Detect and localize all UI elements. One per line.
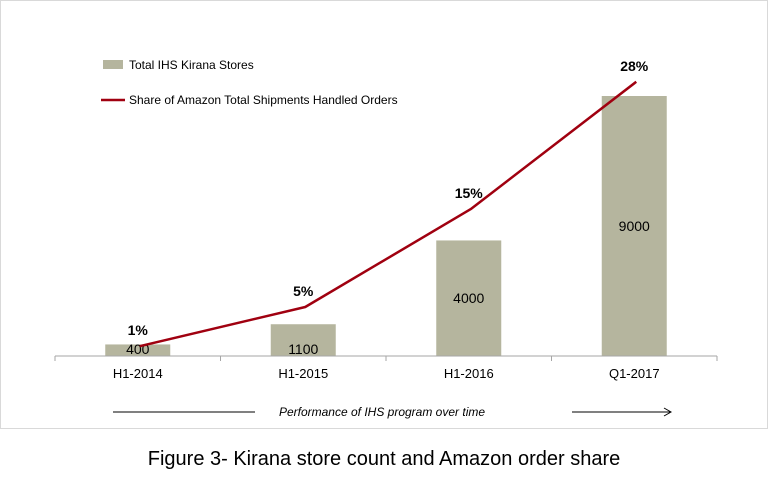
legend: Total IHS Kirana Stores Share of Amazon … — [101, 58, 398, 107]
line-value-label: 28% — [620, 58, 649, 74]
line-value-label: 1% — [128, 322, 149, 338]
bar-data-labels: 400 1100 4000 9000 — [126, 218, 650, 357]
bar — [601, 96, 667, 356]
category-label: H1-2016 — [444, 366, 494, 381]
timeline-arrowhead — [663, 407, 673, 417]
bar-value-label: 9000 — [619, 218, 650, 234]
legend-label-bar: Total IHS Kirana Stores — [129, 58, 254, 72]
category-label: Q1-2017 — [609, 366, 660, 381]
timeline-annotation: Performance of IHS program over time — [113, 405, 673, 419]
chart: H1-2014 H1-2015 H1-2016 Q1-2017 400 1100 4000… — [0, 0, 768, 429]
line-value-label: 5% — [293, 283, 314, 299]
legend-swatch-bar — [103, 60, 123, 69]
x-ticks — [54, 356, 718, 361]
bar-value-label: 400 — [126, 341, 150, 357]
figure-caption: Figure 3- Kirana store count and Amazon … — [147, 448, 621, 470]
bars-layer — [105, 96, 667, 356]
bar — [270, 324, 336, 356]
legend-label-line: Share of Amazon Total Shipments Handled … — [129, 93, 398, 107]
bar-value-label: 4000 — [453, 290, 484, 306]
share-line — [139, 80, 638, 348]
bar — [105, 344, 171, 356]
category-labels: H1-2014 H1-2015 H1-2016 Q1-2017 — [113, 366, 660, 381]
timeline-text: Performance of IHS program over time — [279, 405, 485, 419]
line-data-labels: 1% 5% 15% 28% — [128, 58, 649, 338]
bar-value-label: 1100 — [288, 341, 318, 357]
category-label: H1-2014 — [113, 366, 163, 381]
category-label: H1-2015 — [278, 366, 328, 381]
line-value-label: 15% — [455, 185, 484, 201]
bar — [436, 240, 502, 356]
